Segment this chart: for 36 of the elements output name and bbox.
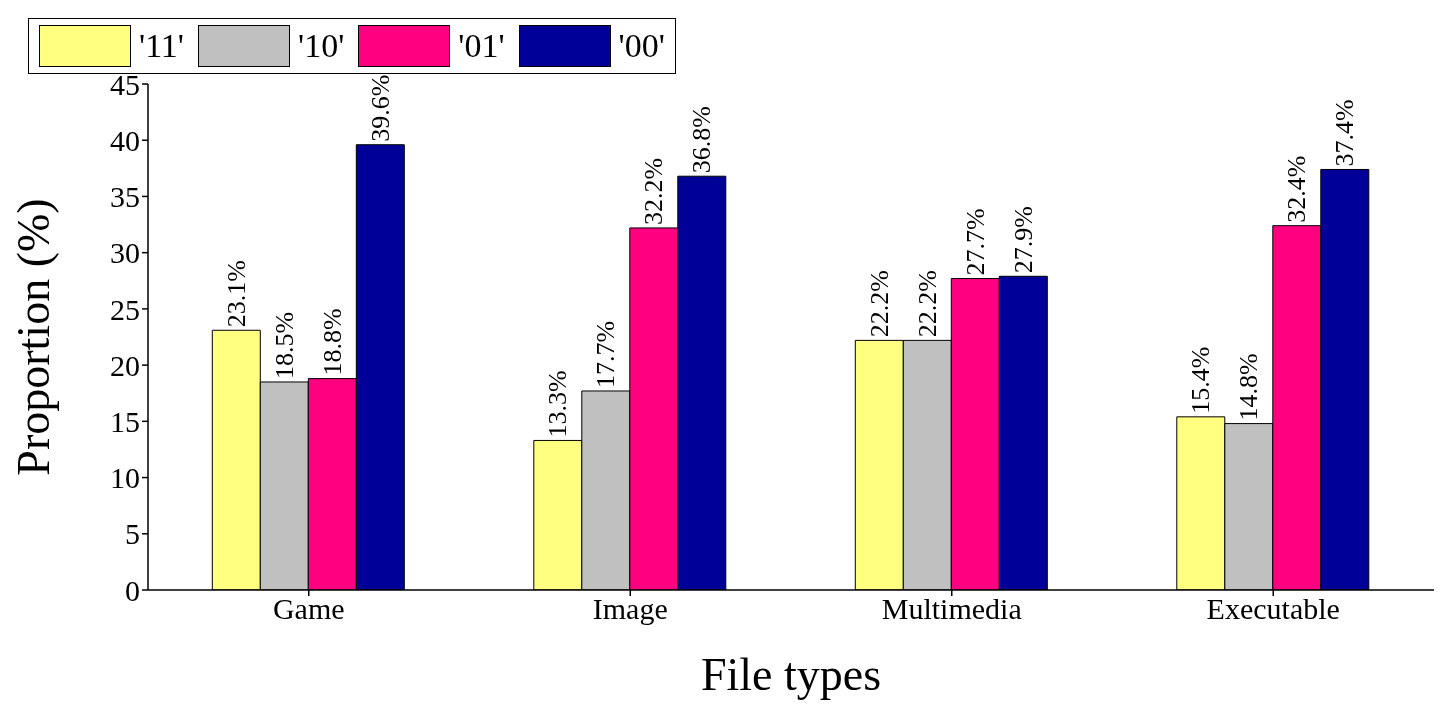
y-tick-label: 35 [110, 180, 140, 214]
x-tick-label: Image [592, 592, 668, 626]
y-tick-label: 45 [110, 67, 140, 101]
data-label: 39.6% [365, 74, 395, 142]
data-label: 27.7% [960, 208, 990, 276]
legend-label: '10' [298, 27, 345, 65]
y-tick-label: 40 [110, 123, 140, 157]
x-tick-label: Multimedia [881, 592, 1022, 626]
data-label: 13.3% [543, 370, 573, 438]
y-tick-label: 5 [125, 517, 140, 551]
x-axis-title: File types [700, 649, 882, 700]
data-label: 18.8% [317, 308, 347, 376]
legend-label: '01' [458, 27, 505, 65]
y-tick-label: 20 [110, 348, 140, 382]
data-label: 22.2% [864, 270, 894, 338]
y-tick-label: 10 [110, 461, 140, 495]
data-label: 18.5% [269, 311, 299, 379]
data-label: 15.4% [1186, 346, 1216, 414]
data-label: 14.8% [1234, 353, 1264, 421]
data-label: 32.2% [639, 157, 669, 225]
data-label: 27.9% [1008, 206, 1038, 274]
data-label: 36.8% [687, 106, 717, 174]
data-label: 32.4% [1282, 155, 1312, 223]
y-axis-title: Proportion (%) [8, 198, 60, 476]
x-tick-label: Executable [1206, 592, 1340, 626]
data-label: 23.1% [221, 260, 251, 328]
y-tick-label: 25 [110, 292, 140, 326]
y-tick-label: 30 [110, 236, 140, 270]
legend-label: '00' [618, 27, 665, 65]
x-tick-label: Game [272, 592, 345, 626]
data-label: 37.4% [1330, 99, 1360, 167]
data-label: 22.2% [912, 270, 942, 338]
y-tick-label: 15 [110, 404, 140, 438]
legend-label: '11' [139, 27, 184, 65]
y-tick-label: 0 [125, 573, 140, 607]
data-label: 17.7% [591, 320, 621, 388]
